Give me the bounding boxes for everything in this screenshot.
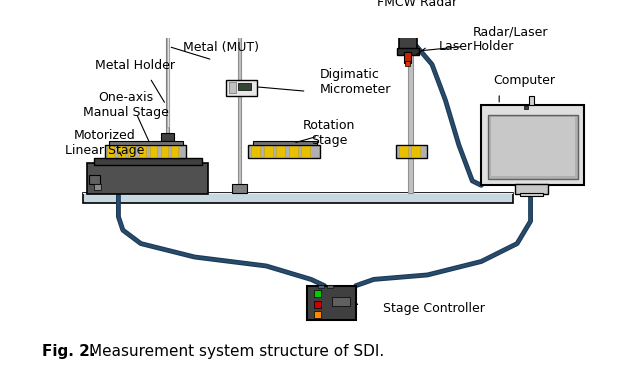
Bar <box>301 146 310 157</box>
Text: Laser: Laser <box>439 40 474 53</box>
Text: One-axis
Manual Stage: One-axis Manual Stage <box>83 91 168 119</box>
Bar <box>332 297 349 306</box>
Text: Motorized
Linear Stage: Motorized Linear Stage <box>65 129 145 157</box>
Bar <box>307 286 356 320</box>
Bar <box>150 146 157 157</box>
Bar <box>83 193 513 203</box>
Bar <box>128 146 136 157</box>
Text: Metal Holder: Metal Holder <box>95 59 175 72</box>
Bar <box>107 146 114 157</box>
Bar <box>139 146 146 157</box>
Bar <box>228 82 236 93</box>
Bar <box>83 193 513 194</box>
Bar <box>408 9 413 193</box>
Bar <box>232 183 246 193</box>
Bar <box>396 145 427 158</box>
Bar <box>529 96 534 105</box>
Bar <box>161 14 174 20</box>
Bar <box>172 146 179 157</box>
Bar <box>237 83 251 90</box>
Bar <box>397 48 419 55</box>
Bar <box>314 311 321 318</box>
Bar <box>89 175 100 183</box>
Bar <box>251 146 260 157</box>
Text: Computer: Computer <box>493 74 556 87</box>
Text: Metal (MUT): Metal (MUT) <box>184 41 259 54</box>
Bar <box>491 117 575 176</box>
Bar <box>87 163 208 194</box>
Bar <box>94 158 202 165</box>
Bar <box>488 114 578 179</box>
Bar <box>314 290 321 297</box>
Bar <box>399 4 415 24</box>
Bar <box>404 52 412 63</box>
Text: Rotation
Stage: Rotation Stage <box>303 120 355 147</box>
Bar <box>399 22 417 51</box>
Bar <box>161 133 174 141</box>
Text: FMCW Radar: FMCW Radar <box>377 0 457 9</box>
Bar <box>237 9 241 193</box>
Bar <box>405 61 410 66</box>
Text: Fig. 2.: Fig. 2. <box>42 344 96 359</box>
Text: Radar/Laser
Holder: Radar/Laser Holder <box>472 25 548 53</box>
Bar <box>481 105 584 185</box>
Text: Stage Controller: Stage Controller <box>383 301 484 315</box>
Bar <box>314 301 321 308</box>
Bar <box>167 0 168 127</box>
Bar <box>412 146 420 157</box>
Bar <box>264 146 273 157</box>
Text: Measurement system structure of SDI.: Measurement system structure of SDI. <box>89 344 384 359</box>
Bar <box>94 184 101 190</box>
Bar <box>109 141 183 145</box>
Bar <box>166 0 170 145</box>
Bar <box>399 21 415 24</box>
Bar <box>524 106 528 109</box>
Bar <box>318 285 324 288</box>
Bar <box>515 183 548 194</box>
Bar <box>226 80 257 96</box>
Bar <box>289 146 298 157</box>
Bar <box>520 193 543 196</box>
Text: Digimatic
Micrometer: Digimatic Micrometer <box>320 68 392 96</box>
Bar <box>118 146 125 157</box>
Bar <box>327 285 333 288</box>
Bar <box>161 146 168 157</box>
Bar <box>253 141 317 145</box>
Bar <box>399 146 408 157</box>
Bar <box>105 145 186 158</box>
Bar <box>276 146 285 157</box>
Bar <box>248 145 320 158</box>
